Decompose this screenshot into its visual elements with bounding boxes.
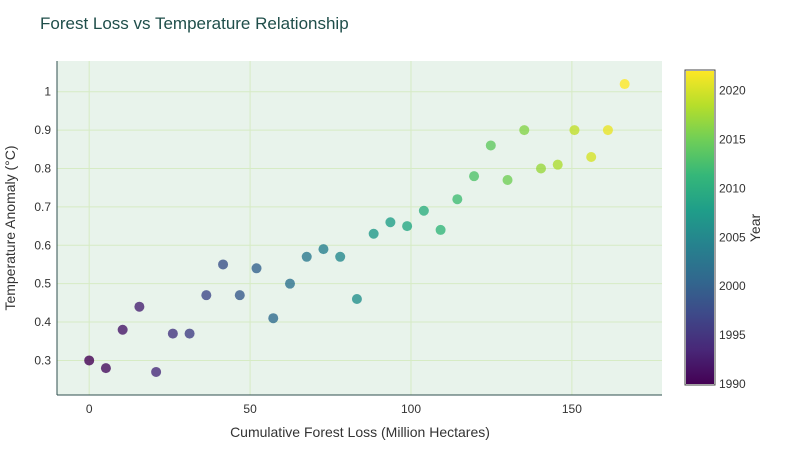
- data-point: [586, 151, 597, 162]
- y-tick-label: 0.6: [34, 238, 51, 252]
- data-point: [385, 217, 396, 228]
- data-point: [335, 251, 346, 262]
- data-point: [536, 163, 546, 174]
- data-point: [469, 171, 480, 182]
- colorbar-tick-label: 2010: [719, 181, 746, 195]
- data-point: [435, 224, 446, 235]
- y-tick-label: 0.4: [34, 315, 51, 329]
- data-point: [418, 205, 429, 216]
- grid: [57, 61, 662, 395]
- colorbar: [686, 71, 714, 384]
- colorbar-tick-label: 2015: [719, 132, 746, 146]
- data-point: [452, 194, 463, 205]
- data-point: [117, 324, 128, 335]
- data-point: [368, 228, 379, 239]
- data-point: [284, 278, 295, 289]
- data-point: [184, 328, 195, 339]
- colorbar-title: Year: [747, 214, 763, 243]
- plot-background: [57, 61, 662, 395]
- data-point: [485, 140, 496, 151]
- data-point: [167, 328, 178, 339]
- y-tick-label: 0.9: [34, 123, 51, 137]
- y-tick-labels: 0.3 0.4 0.5 0.6 0.7 0.8 0.9 1: [34, 85, 51, 368]
- y-axis-label: Temperature Anomaly (°C): [2, 145, 18, 310]
- data-point: [151, 366, 162, 377]
- colorbar-tick-label: 2000: [719, 279, 746, 293]
- data-point: [100, 363, 111, 374]
- y-tick-label: 0.3: [34, 353, 51, 367]
- x-tick-labels: 0 50 100 150: [86, 402, 582, 416]
- colorbar-tick-labels: 1990 1995 2000 2005 2010 2015 2020: [719, 84, 746, 391]
- colorbar-tick-label: 1995: [719, 328, 746, 342]
- y-tick-label: 1: [44, 85, 51, 99]
- data-point: [84, 355, 95, 366]
- y-tick-label: 0.5: [34, 277, 51, 291]
- data-point: [569, 125, 580, 136]
- chart-title: Forest Loss vs Temperature Relationship: [40, 14, 349, 33]
- data-point: [552, 159, 563, 170]
- data-point: [234, 290, 245, 301]
- data-point: [251, 263, 262, 274]
- data-point: [301, 251, 312, 262]
- x-tick-label: 150: [562, 402, 582, 416]
- data-point: [402, 221, 413, 232]
- x-tick-label: 100: [401, 402, 421, 416]
- data-point: [201, 290, 212, 301]
- data-point: [619, 79, 630, 90]
- data-points: [84, 79, 630, 377]
- x-tick-label: 50: [243, 402, 257, 416]
- data-point: [351, 294, 362, 305]
- data-point: [602, 125, 613, 136]
- y-tick-label: 0.8: [34, 161, 51, 175]
- data-point: [502, 175, 513, 186]
- data-point: [134, 301, 145, 312]
- x-axis-label: Cumulative Forest Loss (Million Hectares…: [230, 424, 490, 440]
- colorbar-tick-label: 2005: [719, 230, 746, 244]
- colorbar-tick-label: 2020: [719, 84, 746, 98]
- data-point: [268, 313, 279, 324]
- data-point: [318, 244, 329, 255]
- data-point: [218, 259, 229, 270]
- data-point: [519, 125, 530, 136]
- y-tick-label: 0.7: [34, 200, 51, 214]
- x-tick-label: 0: [86, 402, 93, 416]
- colorbar-tick-label: 1990: [719, 377, 746, 391]
